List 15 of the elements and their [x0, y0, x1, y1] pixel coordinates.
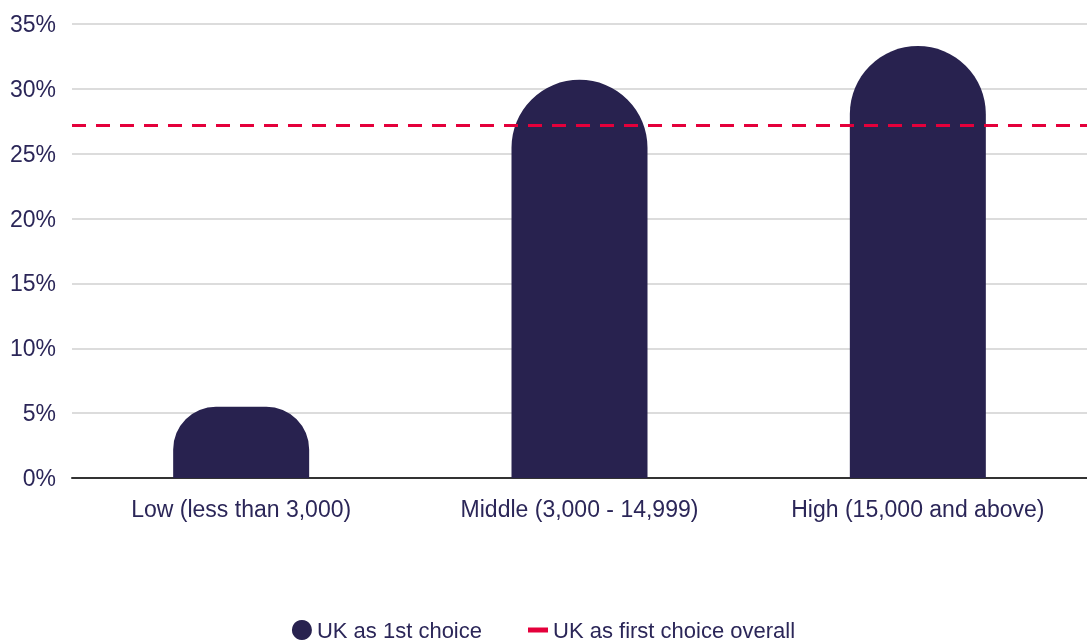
bar: [511, 79, 648, 478]
bar: [849, 46, 986, 478]
y-tick-label: 35%: [9, 11, 56, 37]
y-tick-label: 0%: [22, 465, 56, 491]
y-tick-label: 10%: [9, 335, 56, 362]
y-tick-label: 30%: [9, 75, 56, 102]
x-tick-label: Low (less than 3,000): [131, 495, 352, 522]
legend-label: UK as 1st choice: [316, 617, 482, 643]
y-tick-label: 5%: [22, 400, 56, 427]
x-tick-label: High (15,000 and above): [791, 495, 1045, 522]
y-tick-label: 20%: [9, 205, 56, 232]
x-tick-label: Middle (3,000 - 14,999): [460, 495, 699, 522]
y-tick-label: 25%: [9, 140, 56, 167]
y-tick-label: 15%: [9, 270, 56, 297]
legend-label: UK as first choice overall: [552, 617, 796, 643]
